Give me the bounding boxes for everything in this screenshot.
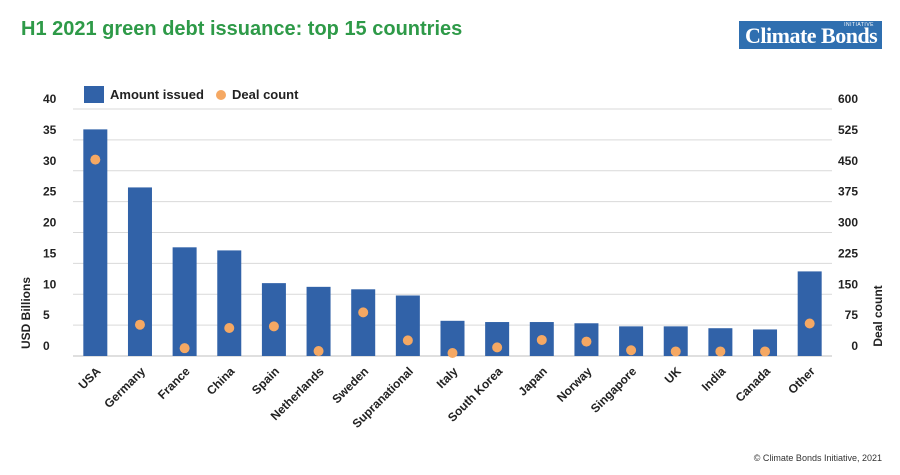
bar-sweden [351, 289, 376, 356]
climate-bonds-logo: INITIATIVE Climate Bonds [739, 21, 882, 49]
y2-tick-label: 525 [838, 123, 858, 137]
deal-count-point [179, 343, 190, 354]
category-label: Germany [101, 364, 148, 411]
deal-count-point [715, 346, 726, 357]
y2-tick-label: 375 [838, 185, 858, 199]
category-label: Sweden [329, 364, 371, 406]
logo-text: Climate Bonds [745, 23, 878, 48]
deal-count-point [581, 336, 592, 347]
bars [83, 129, 822, 356]
y2-axis-title: Deal count [871, 285, 885, 346]
legend-dot-swatch [216, 90, 226, 100]
y2-tick-label: 600 [838, 92, 858, 106]
y2-tick-label: 450 [838, 154, 858, 168]
y-tick-label: 25 [43, 185, 57, 199]
y-tick-label: 10 [43, 277, 57, 291]
y2-tick-label: 150 [838, 277, 858, 291]
category-label: USA [76, 364, 104, 392]
category-label: Japan [515, 364, 549, 398]
bar-france [172, 247, 197, 356]
legend-bar-swatch [84, 86, 104, 103]
bar-spain [261, 283, 286, 356]
bar-supranational [395, 295, 420, 356]
y-tick-label: 35 [43, 123, 57, 137]
category-label: Italy [434, 364, 461, 391]
deal-count-point [134, 319, 145, 330]
y2-tick-label: 75 [845, 308, 859, 322]
deal-count-point [90, 154, 101, 165]
deal-count-point [447, 348, 458, 358]
category-label: India [699, 364, 729, 394]
deal-count-point [313, 346, 324, 357]
y-axis-title: USD Billions [19, 277, 33, 349]
deal-count-point [626, 345, 637, 356]
deal-count-point [804, 318, 815, 329]
copyright-credit: © Climate Bonds Initiative, 2021 [753, 453, 882, 463]
y2-tick-label: 300 [838, 216, 858, 230]
category-label: UK [662, 364, 684, 386]
y2-tick-label: 0 [851, 339, 858, 353]
category-label: Singapore [588, 364, 640, 416]
category-label: Spain [249, 364, 282, 397]
deal-count-point [492, 342, 503, 353]
legend: Amount issued Deal count [84, 86, 299, 103]
legend-deal-label: Deal count [232, 87, 299, 102]
logo-subtext: INITIATIVE [844, 22, 874, 28]
legend-amount-label: Amount issued [110, 87, 204, 102]
deal-count-point [670, 346, 681, 357]
right-axis-ticks: 600 525 450 375 300 225 150 75 0 [838, 92, 858, 353]
category-label: Canada [733, 364, 774, 405]
deal-count-point [358, 307, 369, 318]
bar-china [217, 250, 242, 356]
bar-usa [83, 129, 108, 356]
y-tick-label: 15 [43, 246, 57, 260]
y-tick-label: 30 [43, 154, 57, 168]
y-tick-label: 40 [43, 92, 57, 106]
y-tick-label: 5 [43, 308, 50, 322]
category-label: China [204, 364, 238, 398]
category-label: Norway [554, 364, 595, 405]
deal-count-point [402, 335, 413, 346]
deal-count-point [268, 321, 279, 332]
left-axis-ticks: 40 35 30 25 20 15 10 5 0 [43, 92, 57, 353]
bar-netherlands [306, 286, 331, 356]
y2-tick-label: 225 [838, 246, 858, 260]
chart-title: H1 2021 green debt issuance: top 15 coun… [21, 18, 463, 40]
deal-count-point [760, 346, 771, 357]
deal-count-points [90, 154, 815, 358]
category-label: France [155, 364, 193, 402]
y-tick-label: 0 [43, 339, 50, 353]
deal-count-point [224, 323, 235, 334]
category-label: Other [785, 364, 818, 397]
deal-count-point [536, 334, 547, 345]
bar-other [797, 271, 822, 356]
bar-germany [127, 187, 152, 356]
y-tick-label: 20 [43, 216, 57, 230]
